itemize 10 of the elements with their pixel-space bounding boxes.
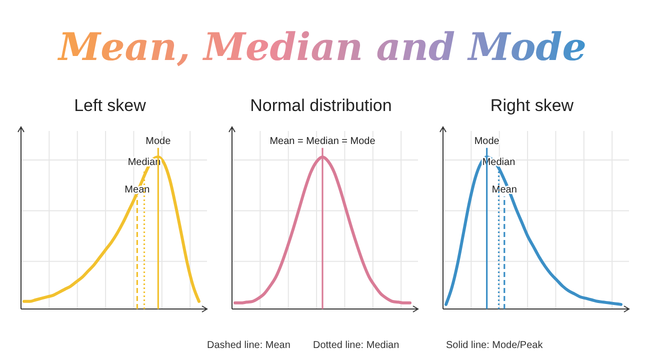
text: Mode xyxy=(146,136,172,147)
text: Mean = Median = Mode xyxy=(270,136,376,147)
chart-title: Normal distribution xyxy=(250,96,392,115)
text: Mean, Median and Mode xyxy=(56,24,586,69)
text: Dashed line: Mean xyxy=(207,340,290,351)
text: Mode xyxy=(474,136,500,147)
text: Solid line: Mode/Peak xyxy=(446,340,544,351)
chart-title: Right skew xyxy=(490,96,574,115)
text: Dotted line: Median xyxy=(313,340,400,351)
chart-title: Left skew xyxy=(74,96,147,115)
